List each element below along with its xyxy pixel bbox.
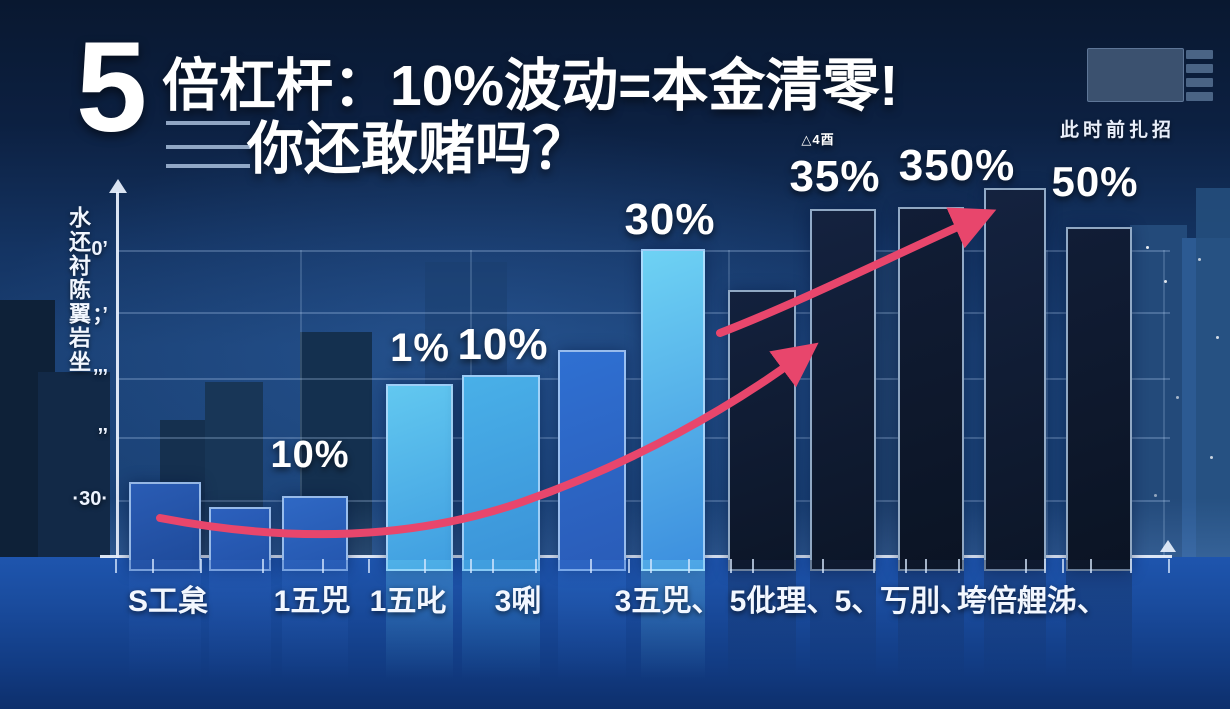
x-axis-end-tick [1160, 540, 1176, 552]
x-axis-tick [1025, 559, 1027, 573]
page-title-line1: 倍杠杆：10%波动=本金清零! [162, 54, 899, 118]
corner-window-line [1186, 92, 1213, 101]
bar [641, 249, 705, 571]
bar-reflection [462, 560, 540, 705]
x-axis-tick [730, 559, 732, 573]
title-underline [166, 164, 250, 168]
vertical-gridline [1046, 250, 1048, 557]
x-axis-tick [752, 559, 754, 573]
title-big-number: 5 [76, 16, 148, 159]
x-axis-tick [925, 559, 927, 573]
x-category-label: 3五兕、 [614, 585, 722, 618]
x-axis-tick [1168, 559, 1170, 573]
corner-window-icon [1087, 48, 1184, 102]
x-axis-tick [322, 559, 324, 573]
x-axis-tick [822, 559, 824, 573]
bar [1066, 227, 1132, 571]
y-axis-line [116, 192, 119, 558]
x-category-label: 丂刖、 [880, 585, 970, 618]
x-axis-tick [688, 559, 690, 573]
bar-value-label: 1% [390, 326, 450, 370]
corner-caption: 此时前扎招 [1060, 120, 1176, 141]
x-axis-tick [200, 559, 202, 573]
x-axis-tick [492, 559, 494, 573]
bar [984, 188, 1046, 571]
x-category-label: S工枲 [127, 585, 209, 618]
y-axis-title: 水还衬陈翼岩坐 [66, 206, 91, 374]
x-axis-tick [152, 559, 154, 573]
title-underline [166, 145, 250, 149]
city-lights [1146, 246, 1149, 249]
bar-reflection [129, 560, 201, 705]
x-axis-tick [470, 559, 472, 573]
x-axis-line [100, 555, 1172, 558]
y-axis-arrow-icon [109, 179, 127, 193]
x-axis-tick [905, 559, 907, 573]
building [38, 372, 110, 557]
x-axis-tick [535, 559, 537, 573]
x-category-label: 3唎 [494, 585, 542, 618]
bar-value-label: 350% [898, 141, 1016, 190]
bar-value-label: 35% [789, 152, 881, 201]
x-axis-tick [368, 559, 370, 573]
page-title-line2: 你还敢赌吗？ [247, 117, 589, 181]
x-axis-tick [1062, 559, 1064, 573]
corner-window-line [1186, 78, 1213, 87]
bar-value-label: 10% [270, 434, 350, 476]
bar-value-label: △4酉 [801, 132, 835, 147]
bar [898, 207, 964, 571]
bar [129, 482, 201, 571]
building [1196, 188, 1230, 557]
bar-reflection [898, 560, 964, 705]
x-axis-tick [1090, 559, 1092, 573]
x-axis-tick [424, 559, 426, 573]
x-axis-tick [958, 559, 960, 573]
corner-window-line [1186, 64, 1213, 73]
corner-window-line [1186, 50, 1213, 59]
water-reflection-area [0, 557, 1230, 709]
bar [558, 350, 626, 571]
x-axis-tick [590, 559, 592, 573]
bar-value-label: 10% [457, 320, 549, 369]
bar-reflection [728, 560, 796, 705]
x-category-label: 垮倍艃泲、 [957, 585, 1107, 618]
y-tick-label: ’’’ [92, 366, 108, 388]
bar-reflection [282, 560, 348, 705]
bar [810, 209, 876, 571]
x-axis-tick [262, 559, 264, 573]
bar-reflection [641, 560, 705, 705]
x-category-label: 1五兕 [273, 585, 351, 618]
vertical-gridline [1163, 250, 1165, 557]
bar-reflection [386, 560, 453, 705]
y-tick-label: ’’ [97, 425, 108, 447]
bar [386, 384, 453, 571]
bar-reflection [984, 560, 1046, 705]
bar-value-label: 30% [624, 195, 716, 244]
bar [728, 290, 796, 571]
bar-reflection [1066, 560, 1132, 705]
x-axis-tick [1130, 559, 1132, 573]
y-tick-label: ·30· [72, 488, 108, 510]
bar [462, 375, 540, 571]
x-axis-tick [1044, 559, 1046, 573]
building [1130, 225, 1187, 557]
bar-reflection [209, 560, 271, 705]
x-category-label: 5仳理、 [729, 585, 837, 618]
x-axis-tick [650, 559, 652, 573]
y-tick-label: 0’ [91, 238, 108, 260]
bar-value-label: 50% [1051, 158, 1139, 205]
x-axis-tick [115, 559, 117, 573]
bar-reflection [810, 560, 876, 705]
y-tick-label: ；’ [92, 304, 108, 326]
title-underline [166, 121, 250, 125]
bar-reflection [558, 560, 626, 705]
x-category-label: 1五叱 [369, 585, 447, 618]
x-category-label: 5、 [834, 585, 882, 618]
x-axis-tick [873, 559, 875, 573]
x-axis-tick [628, 559, 630, 573]
